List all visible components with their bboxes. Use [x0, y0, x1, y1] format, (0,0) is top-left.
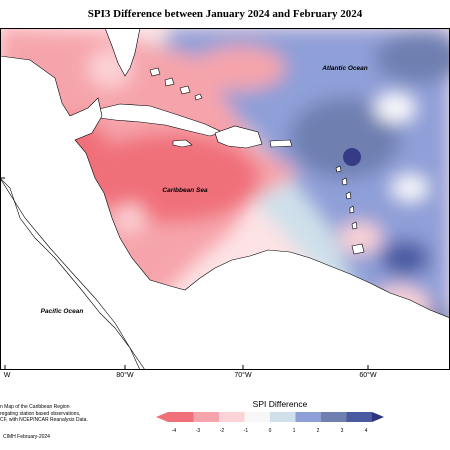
map-notes: n Map of the Caribbean Region regating s…	[0, 404, 88, 424]
legend-swatch	[193, 412, 219, 422]
credit-text: CIMH February-2024	[3, 434, 50, 440]
legend-arrow-left	[156, 412, 168, 422]
legend-tick-label: -2	[220, 428, 225, 434]
legend-tick-label: 2	[317, 428, 320, 434]
lon-tick-60w: 60°W	[359, 372, 377, 379]
legend-tick-label: 3	[341, 428, 344, 434]
legend-tick-label: -4	[172, 428, 177, 434]
note-line: CF, with NCEP/NCAR Reanalysis Data.	[0, 417, 88, 423]
legend-swatch	[219, 412, 245, 422]
legend-tick-label: -3	[196, 428, 201, 434]
legend-swatch	[244, 412, 270, 422]
spi-difference-map: Atlantic Ocean Caribbean Sea Pacific Oce…	[0, 28, 450, 370]
pacific-ocean-label: Pacific Ocean	[41, 308, 84, 315]
land-masses	[0, 28, 450, 370]
legend-swatch	[346, 412, 372, 422]
legend-swatch	[321, 412, 347, 422]
lon-tick-80w: 80°W	[116, 372, 134, 379]
legend-tick-label: 4	[365, 428, 368, 434]
legend-swatch	[295, 412, 321, 422]
atlantic-ocean-label: Atlantic Ocean	[321, 65, 368, 72]
note-line: n Map of the Caribbean Region	[0, 404, 70, 410]
legend-tick-label: 0	[269, 428, 272, 434]
lon-tick-70w: 70°W	[234, 372, 252, 379]
legend-swatch	[270, 412, 296, 422]
legend-tick-label: -1	[244, 428, 249, 434]
note-line: regating station based observations,	[0, 410, 81, 417]
map-title: SPI3 Difference between January 2024 and…	[87, 8, 363, 20]
legend-swatch	[168, 412, 194, 422]
legend-tick-label: 1	[293, 428, 296, 434]
legend-title: SPI Difference	[252, 399, 308, 409]
legend-arrow-right	[372, 412, 384, 422]
lon-tick-90w: W	[3, 372, 11, 379]
caribbean-sea-label: Caribbean Sea	[162, 187, 208, 194]
color-legend: -4 -3 -2 -1 0 1 2 3 4	[156, 412, 384, 434]
